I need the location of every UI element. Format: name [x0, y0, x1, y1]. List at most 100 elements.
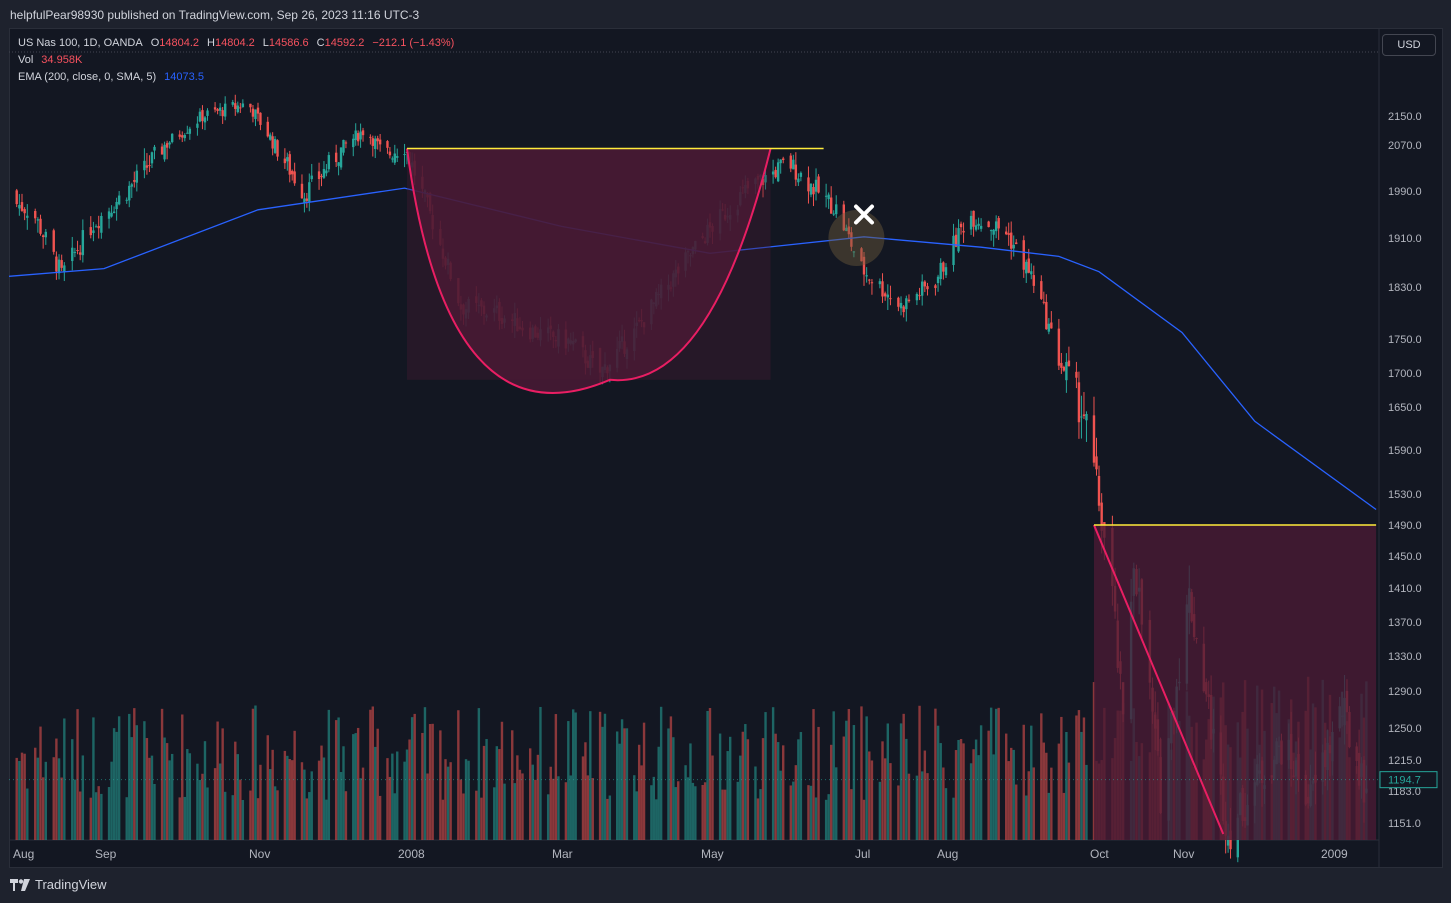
- currency-button[interactable]: USD: [1382, 34, 1436, 56]
- volume-bar: [779, 770, 782, 840]
- candle-body: [771, 171, 775, 175]
- candle-body: [241, 103, 245, 108]
- candle-body: [1092, 415, 1096, 463]
- volume-bar: [897, 785, 900, 840]
- candle-body: [850, 232, 853, 247]
- volume-bar: [467, 760, 470, 840]
- candle-body: [143, 160, 146, 171]
- candle-body: [817, 176, 820, 193]
- volume-bar: [251, 708, 255, 840]
- candle-body: [1097, 476, 1101, 506]
- candle-body: [799, 172, 803, 177]
- candle-body: [1077, 382, 1081, 423]
- volume-bar: [89, 797, 92, 840]
- volume-bar: [337, 717, 340, 840]
- candle-body: [327, 155, 331, 170]
- candle-body: [288, 154, 291, 175]
- volume-bar: [143, 721, 146, 840]
- cup-pattern-box: [407, 148, 771, 380]
- candle-body: [897, 297, 900, 307]
- candle-body: [776, 162, 780, 182]
- tradingview-logo[interactable]: TradingView: [10, 877, 107, 892]
- candle-body: [954, 234, 958, 247]
- candle-body: [216, 109, 219, 111]
- volume-bar: [827, 794, 830, 840]
- candle-body: [300, 183, 304, 199]
- volume-bar: [449, 762, 452, 840]
- volume-bar: [603, 713, 607, 840]
- volume-bar: [344, 791, 348, 840]
- volume-bar: [691, 782, 695, 840]
- candle-body: [1082, 414, 1086, 416]
- candle-body: [256, 107, 260, 114]
- volume-bar: [15, 757, 18, 840]
- legend-vol-label: Vol: [18, 54, 34, 66]
- volume-bar: [637, 744, 641, 840]
- candle-body: [883, 293, 887, 297]
- volume-bar: [374, 746, 377, 840]
- volume-bar: [979, 725, 983, 840]
- candle-body: [89, 227, 92, 236]
- volume-bar: [356, 727, 360, 840]
- volume-bar: [552, 778, 555, 840]
- legend-close-label: C: [316, 37, 325, 49]
- volume-bar: [907, 773, 911, 840]
- volume-bar: [764, 712, 767, 840]
- volume-bar: [969, 763, 973, 840]
- candle-body: [886, 294, 890, 298]
- candle-body: [337, 162, 340, 166]
- breakdown-pattern-line: [1093, 524, 1225, 835]
- volume-bar: [1022, 724, 1025, 840]
- volume-bar: [598, 711, 602, 840]
- candle-body: [36, 219, 40, 221]
- volume-bar: [539, 706, 542, 840]
- volume-bar: [181, 714, 184, 840]
- candle-body: [1022, 240, 1025, 270]
- cup-pattern-curve: [406, 148, 772, 394]
- volume-bar: [391, 753, 394, 840]
- volume-bar: [574, 712, 577, 840]
- volume-bar: [511, 730, 514, 840]
- volume-bar: [283, 750, 287, 840]
- volume-bar: [1015, 784, 1018, 840]
- volume-bar: [23, 753, 26, 840]
- x-marker-icon: [854, 204, 874, 225]
- candle-body: [814, 179, 818, 192]
- volume-bar: [899, 723, 903, 840]
- volume-bar: [792, 781, 795, 840]
- candle-body: [271, 136, 274, 149]
- volume-bar: [498, 749, 501, 840]
- price-chart[interactable]: 2150.0 2070.0 1990.0 1910.0 1830.0 1750.0 1700…: [9, 28, 1443, 868]
- volume-bar: [41, 777, 45, 840]
- legend-ema-label: EMA (200, close, 0, SMA, 5): [18, 71, 157, 83]
- candle-body: [792, 159, 795, 170]
- volume-bar: [317, 760, 321, 840]
- volume-bar: [756, 798, 760, 840]
- volume-bar: [860, 706, 863, 840]
- publish-info: helpfulPear98930 published on TradingVie…: [10, 8, 420, 22]
- candle-body: [188, 128, 192, 134]
- volume-bar: [308, 792, 311, 840]
- candle-body: [376, 138, 379, 142]
- candle-body: [170, 133, 174, 143]
- legend-volume-row[interactable]: Vol 34.958K: [18, 52, 454, 69]
- candle-body: [809, 183, 813, 195]
- candle-body: [135, 170, 139, 183]
- candle-body: [868, 279, 871, 281]
- y-tick-label: 1151.0: [1388, 818, 1421, 830]
- volume-bar: [259, 764, 262, 840]
- volume-bar: [150, 755, 154, 840]
- candle-body: [1027, 258, 1030, 273]
- volume-bar: [987, 730, 990, 840]
- legend-ema-row[interactable]: EMA (200, close, 0, SMA, 5) 14073.5: [18, 69, 454, 86]
- volume-bar: [475, 790, 478, 840]
- candle-body: [865, 275, 868, 277]
- volume-bar: [977, 755, 980, 840]
- volume-bar: [213, 768, 217, 840]
- volume-bar: [586, 775, 590, 840]
- volume-bar: [256, 798, 260, 840]
- volume-bar: [183, 796, 186, 840]
- candle-body: [860, 248, 863, 262]
- volume-bar: [711, 755, 714, 840]
- volume-bar: [396, 751, 399, 840]
